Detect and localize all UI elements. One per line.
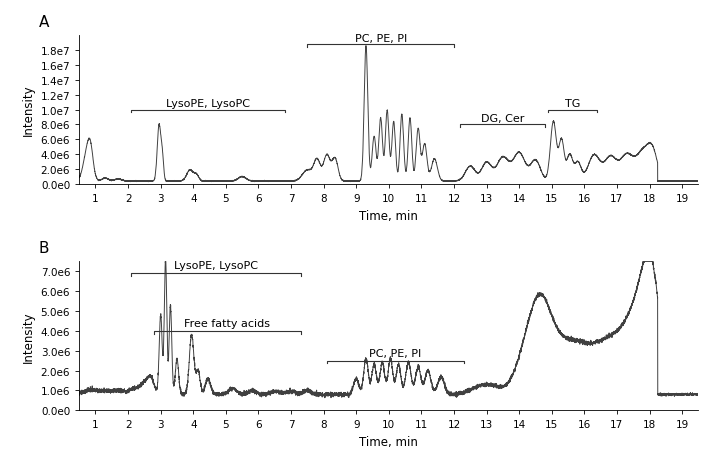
Y-axis label: Intensity: Intensity (22, 85, 35, 136)
X-axis label: Time, min: Time, min (359, 209, 418, 222)
Text: LysoPE, LysoPC: LysoPE, LysoPC (174, 261, 258, 271)
Text: LysoPE, LysoPC: LysoPE, LysoPC (166, 99, 250, 109)
Y-axis label: Intensity: Intensity (22, 310, 35, 362)
Text: DG, Cer: DG, Cer (481, 114, 525, 124)
Text: TG: TG (565, 99, 580, 109)
Text: A: A (39, 15, 50, 30)
Text: PC, PE, PI: PC, PE, PI (354, 33, 407, 43)
Text: Free fatty acids: Free fatty acids (184, 318, 271, 328)
Text: B: B (39, 241, 50, 256)
X-axis label: Time, min: Time, min (359, 435, 418, 448)
Text: PC, PE, PI: PC, PE, PI (369, 348, 421, 358)
